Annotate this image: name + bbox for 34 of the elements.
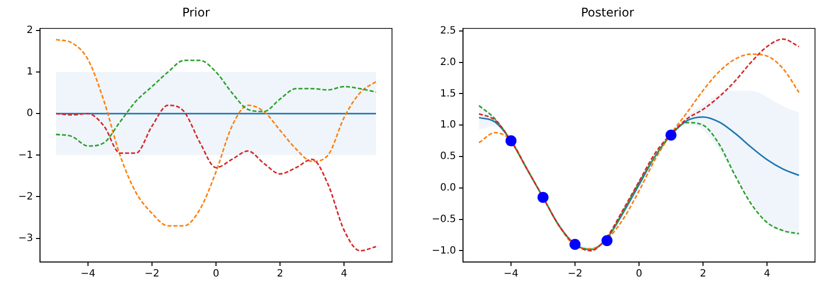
x-tick-label: −4	[504, 268, 518, 280]
line-series	[55, 38, 377, 227]
point	[506, 135, 516, 146]
y-tick-label: 1	[26, 66, 33, 78]
line-series	[55, 60, 377, 147]
y-tick-label: −1	[18, 150, 33, 161]
y-tick-label: 2.5	[440, 26, 456, 37]
y-tick-label: 1.5	[440, 88, 456, 100]
x-tick-label: 0	[636, 268, 642, 280]
x-tick-label: 4	[764, 268, 770, 280]
y-tick-label: 2.0	[440, 56, 456, 68]
x-tick-label: 0	[212, 268, 220, 280]
point	[602, 235, 612, 246]
y-tick-label: 2	[26, 25, 33, 36]
x-tick-label: 2	[276, 268, 284, 280]
y-tick-label: 0.0	[440, 182, 456, 194]
x-tick-label: 2	[700, 268, 706, 280]
line-series	[55, 104, 377, 252]
y-tick-label: −1.0	[432, 245, 456, 256]
y-tick-label: −3	[18, 232, 33, 244]
point	[570, 238, 580, 250]
y-tick-label: −0.5	[432, 214, 456, 225]
y-tick-label: 0.5	[440, 151, 456, 162]
x-tick-label: −2	[568, 268, 582, 280]
y-tick-label: −2	[18, 191, 33, 202]
chart-title: Prior	[182, 5, 210, 20]
x-tick-label: 4	[340, 268, 348, 280]
y-tick-label: 0	[26, 108, 33, 120]
point	[538, 192, 548, 203]
y-tick-label: 1.0	[440, 120, 456, 131]
x-tick-label: −2	[144, 268, 160, 280]
x-tick-label: −4	[80, 268, 96, 280]
point	[666, 130, 676, 141]
chart-title: Posterior	[580, 5, 634, 20]
